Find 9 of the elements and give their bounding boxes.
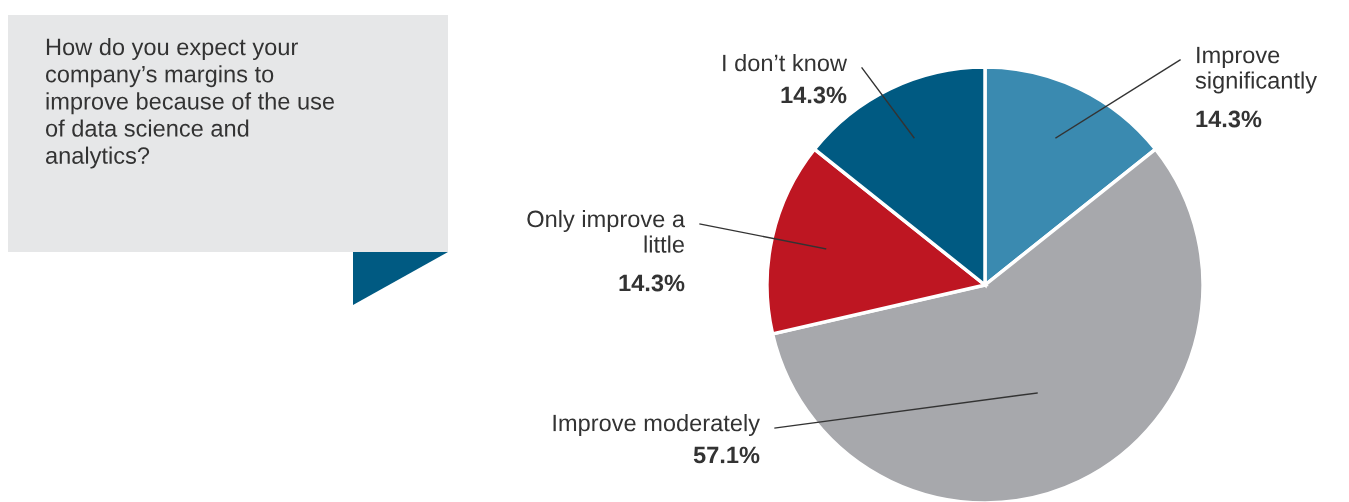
data-label: 57.1% — [693, 446, 760, 464]
slice-label: Improve moderately — [553, 414, 760, 437]
slice-label: Only improve a little — [527, 210, 686, 253]
text: How do you expect your company’s margins to improve because of the use of data science and analytics? — [45, 38, 335, 169]
data-label: 14.3% — [1196, 110, 1262, 128]
data-label: 14.3% — [781, 86, 847, 104]
data-label: 14.3% — [619, 274, 685, 292]
slice-label: Improve significantly — [1195, 46, 1317, 94]
slice-label: I don’t know — [723, 54, 848, 72]
